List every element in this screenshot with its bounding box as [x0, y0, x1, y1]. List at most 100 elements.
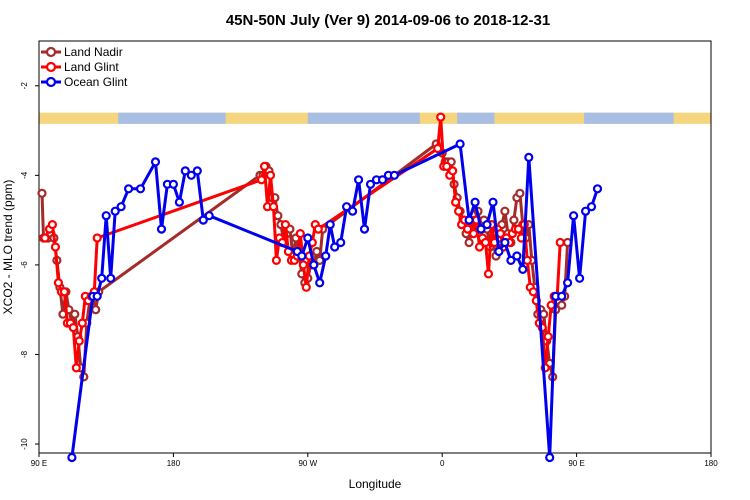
data-point — [186, 170, 196, 180]
data-point — [116, 202, 126, 212]
data-point — [480, 237, 491, 248]
data-point — [454, 206, 464, 216]
data-point — [359, 224, 370, 234]
data-point — [74, 336, 84, 346]
data-point — [557, 291, 567, 301]
data-point — [518, 264, 528, 274]
data-point — [198, 215, 208, 225]
data-point — [301, 282, 311, 292]
data-point — [509, 215, 519, 225]
data-point — [483, 269, 494, 279]
x-tick-label: 90 W — [298, 459, 317, 468]
data-point — [488, 197, 498, 207]
data-point — [280, 220, 290, 230]
data-point — [330, 242, 340, 252]
legend-swatch-marker — [45, 46, 57, 58]
data-point — [92, 291, 102, 301]
data-point — [557, 300, 567, 310]
data-point — [568, 211, 579, 221]
data-point — [451, 197, 461, 207]
data-point — [524, 152, 534, 162]
data-point — [325, 220, 335, 230]
data-point — [71, 363, 81, 373]
data-point — [303, 233, 313, 243]
data-point — [312, 246, 322, 257]
data-point — [265, 170, 276, 180]
ocean-strip-segment — [584, 112, 674, 124]
data-point — [150, 157, 161, 167]
data-point — [268, 202, 279, 212]
y-tick-label: -10 — [20, 438, 29, 450]
data-point — [309, 260, 319, 270]
data-point — [470, 197, 480, 207]
data-point — [433, 143, 443, 154]
data-point — [110, 206, 120, 216]
data-point — [342, 202, 352, 212]
data-point — [256, 175, 267, 185]
data-point — [53, 278, 64, 288]
data-point — [436, 112, 446, 122]
data-point — [377, 175, 388, 185]
data-point — [168, 179, 178, 189]
data-point — [50, 242, 61, 252]
chart-title: 45N-50N July (Ver 9) 2014-09-06 to 2018-… — [226, 12, 550, 29]
series-layer — [37, 112, 603, 463]
data-point — [336, 237, 346, 248]
data-point — [580, 206, 591, 216]
data-point — [586, 202, 597, 212]
data-point — [313, 224, 323, 234]
x-tick-label: 0 — [440, 459, 445, 468]
data-point — [448, 166, 458, 176]
data-point — [354, 175, 364, 185]
legend-label: Land Nadir — [64, 45, 123, 59]
data-point — [463, 224, 473, 234]
data-point — [295, 229, 305, 239]
data-point — [389, 170, 399, 180]
series-ocean-glint — [67, 139, 603, 463]
data-point — [515, 188, 525, 198]
y-tick-label: -6 — [20, 261, 29, 269]
data-point — [482, 220, 492, 230]
data-point — [180, 166, 190, 176]
data-point — [315, 278, 325, 288]
data-point — [469, 229, 479, 239]
y-tick-label: -8 — [20, 350, 29, 358]
data-point — [91, 305, 101, 315]
data-point — [271, 255, 281, 265]
legend-entry: Land Nadir — [41, 45, 123, 59]
data-point — [513, 224, 524, 234]
data-point — [67, 452, 77, 463]
data-point — [474, 242, 485, 252]
data-point — [40, 233, 50, 243]
data-point — [47, 220, 58, 230]
data-point — [442, 161, 452, 171]
data-point — [506, 255, 516, 265]
ocean-strip-segment — [307, 112, 420, 124]
data-point — [455, 139, 465, 149]
data-point — [574, 273, 585, 283]
data-point — [92, 233, 102, 243]
data-point — [135, 184, 146, 194]
data-point — [464, 215, 474, 225]
data-point — [494, 246, 504, 257]
data-point — [545, 452, 555, 463]
ocean-strip-segment — [457, 112, 495, 124]
data-point — [298, 260, 308, 270]
plot-frame — [38, 40, 712, 454]
y-axis: -2 -4 -6 -8 -10 — [20, 82, 39, 450]
data-point — [476, 224, 486, 234]
data-point — [500, 237, 510, 248]
data-point — [101, 211, 111, 221]
data-point — [68, 323, 78, 333]
data-point — [70, 309, 80, 319]
data-point — [512, 251, 522, 261]
legend-entry: Ocean Glint — [41, 75, 128, 89]
data-point — [546, 300, 556, 310]
data-point — [528, 287, 538, 297]
data-point — [59, 287, 70, 297]
data-point — [77, 318, 87, 328]
ocean-strip-segment — [118, 112, 226, 124]
legend-swatch-marker — [45, 76, 57, 88]
y-tick-label: -4 — [20, 171, 29, 179]
